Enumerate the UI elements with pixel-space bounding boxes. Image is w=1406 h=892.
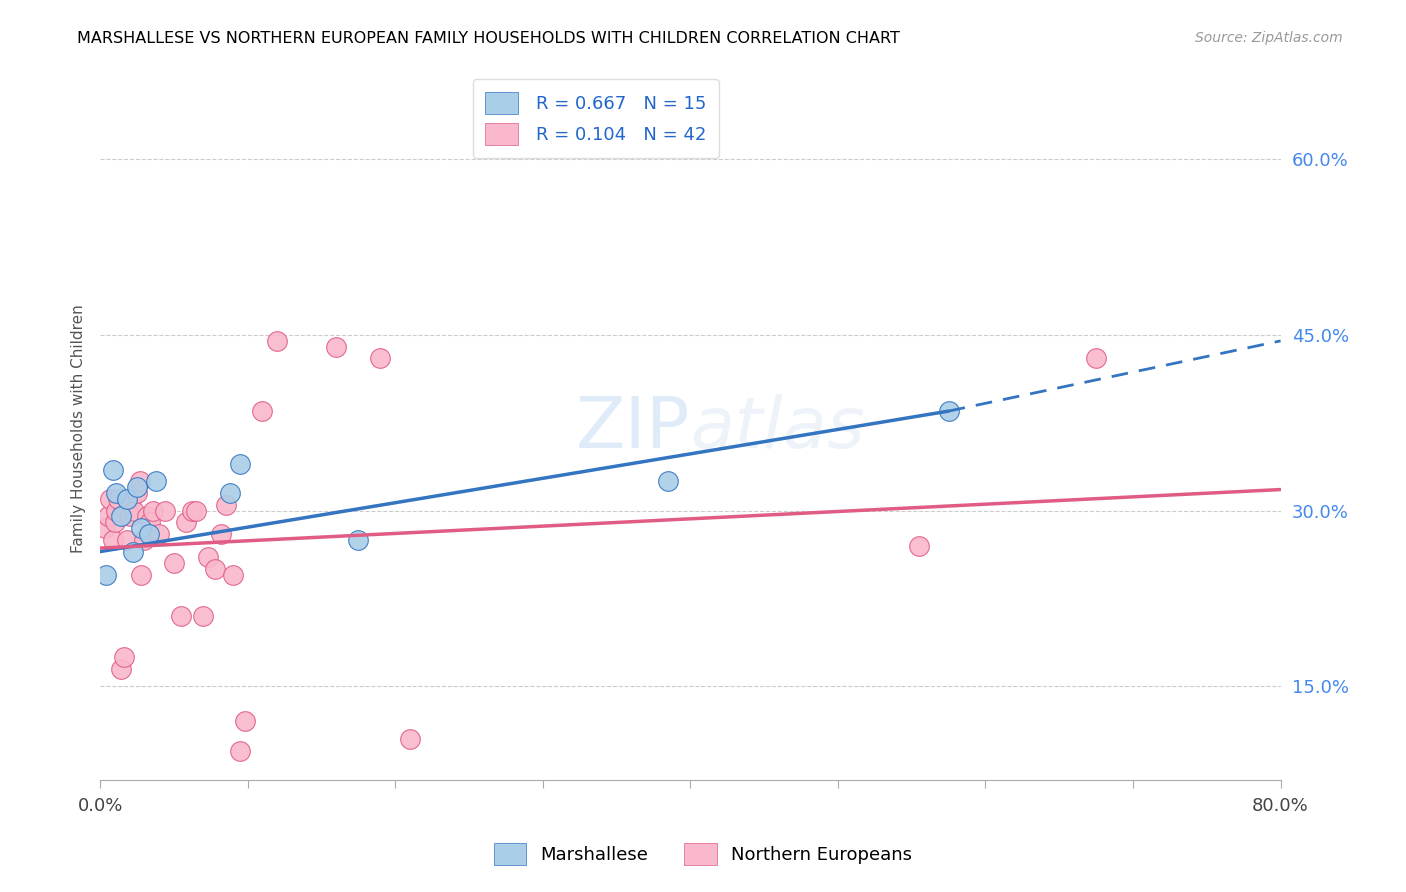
- Point: [120, 491, 142, 506]
- Point: [105, 503, 128, 517]
- Point: [112, 650, 135, 665]
- Point: [347, 533, 370, 547]
- Point: [142, 503, 165, 517]
- Point: [229, 457, 252, 471]
- Legend: Marshallese, Northern Europeans: Marshallese, Northern Europeans: [486, 836, 920, 872]
- Point: [180, 503, 202, 517]
- Point: [174, 516, 197, 530]
- Point: [193, 609, 215, 624]
- Point: [139, 516, 162, 530]
- Point: [138, 527, 160, 541]
- Point: [145, 475, 167, 489]
- Point: [266, 334, 288, 348]
- Point: [110, 509, 132, 524]
- Point: [118, 509, 141, 524]
- Point: [219, 486, 242, 500]
- Point: [1085, 351, 1108, 366]
- Point: [170, 609, 193, 624]
- Point: [125, 486, 148, 500]
- Point: [131, 568, 153, 582]
- Point: [136, 509, 159, 524]
- Point: [204, 562, 226, 576]
- Point: [103, 463, 125, 477]
- Point: [121, 544, 143, 558]
- Text: MARSHALLESE VS NORTHERN EUROPEAN FAMILY HOUSEHOLDS WITH CHILDREN CORRELATION CHA: MARSHALLESE VS NORTHERN EUROPEAN FAMILY …: [77, 31, 900, 46]
- Point: [209, 527, 232, 541]
- Text: ZIP: ZIP: [576, 394, 690, 463]
- Point: [100, 491, 122, 506]
- Point: [325, 340, 347, 354]
- Point: [104, 516, 127, 530]
- Point: [908, 539, 931, 553]
- Point: [148, 527, 170, 541]
- Point: [229, 744, 252, 758]
- Point: [107, 491, 129, 506]
- Point: [399, 731, 422, 746]
- Point: [657, 475, 679, 489]
- Point: [197, 550, 219, 565]
- Point: [122, 503, 145, 517]
- Point: [163, 557, 186, 571]
- Point: [96, 509, 118, 524]
- Point: [103, 533, 125, 547]
- Text: Source: ZipAtlas.com: Source: ZipAtlas.com: [1195, 31, 1343, 45]
- Point: [115, 491, 138, 506]
- Point: [153, 503, 176, 517]
- Point: [110, 662, 132, 676]
- Point: [938, 404, 960, 418]
- Point: [131, 521, 153, 535]
- Point: [125, 480, 148, 494]
- Point: [129, 475, 152, 489]
- Point: [105, 486, 128, 500]
- Point: [370, 351, 392, 366]
- Point: [94, 568, 117, 582]
- Point: [214, 498, 236, 512]
- Legend: R = 0.667   N = 15, R = 0.104   N = 42: R = 0.667 N = 15, R = 0.104 N = 42: [472, 79, 718, 158]
- Point: [252, 404, 274, 418]
- Point: [115, 533, 138, 547]
- Point: [93, 521, 115, 535]
- Point: [233, 714, 256, 729]
- Point: [222, 568, 245, 582]
- Y-axis label: Family Households with Children: Family Households with Children: [72, 304, 86, 553]
- Text: atlas: atlas: [690, 394, 865, 463]
- Point: [134, 533, 156, 547]
- Point: [184, 503, 207, 517]
